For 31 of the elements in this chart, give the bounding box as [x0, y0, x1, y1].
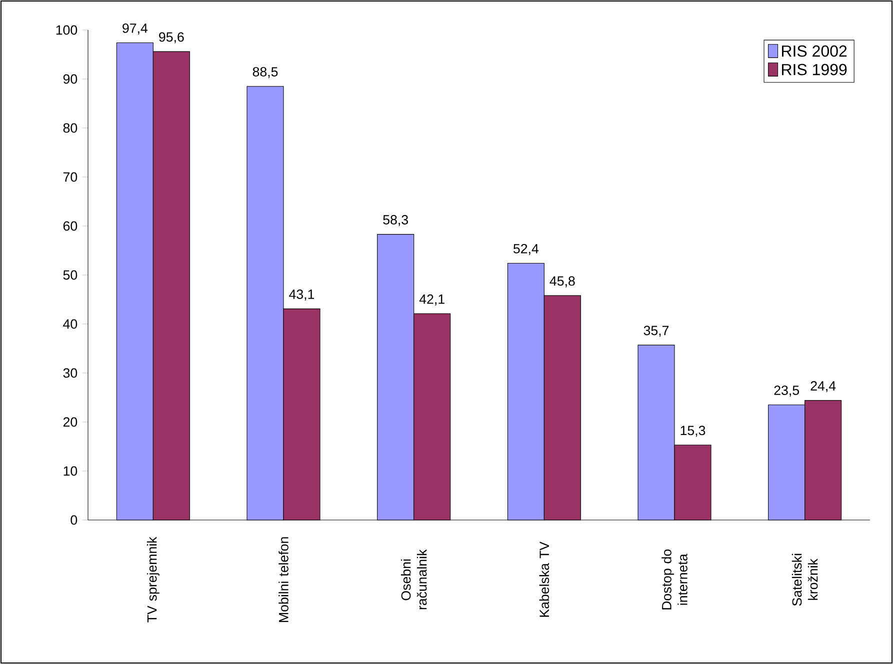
- x-tick-label: Kabelska TV: [539, 542, 550, 617]
- data-label: 45,8: [550, 276, 575, 288]
- x-tick-label: Dostop do interneta: [662, 550, 688, 610]
- data-label: 52,4: [513, 244, 539, 255]
- legend-label: RIS 1999: [782, 64, 847, 76]
- x-tick-label: TV sprejemnik: [146, 536, 160, 622]
- y-tick-label: 0: [70, 515, 78, 525]
- y-tick-label: 10: [64, 466, 78, 476]
- y-tick-label: 30: [63, 368, 78, 378]
- data-label: 88,5: [252, 67, 278, 78]
- data-label: 97,4: [122, 23, 148, 34]
- y-tick-label: 20: [63, 417, 78, 427]
- data-label: 43,1: [289, 290, 314, 301]
- data-label: 35,7: [644, 326, 669, 337]
- data-label: 23,5: [774, 386, 799, 397]
- data-label: 95,6: [159, 32, 184, 44]
- x-tick-label: Satelitski krožnik: [792, 554, 818, 606]
- y-tick-label: 60: [63, 221, 78, 231]
- y-tick-label: 70: [63, 172, 78, 182]
- data-label: 24,4: [810, 381, 836, 392]
- x-tick-label: Osebni računalnik: [400, 549, 427, 610]
- legend-label: RIS 2002: [782, 45, 847, 57]
- y-tick-label: 100: [56, 25, 78, 35]
- data-label: 42,1: [419, 294, 444, 306]
- y-tick-label: 50: [63, 270, 78, 280]
- y-tick-label: 90: [63, 74, 78, 84]
- y-tick-label: 40: [63, 319, 78, 329]
- y-tick-label: 80: [63, 123, 78, 133]
- data-label: 15,3: [680, 426, 706, 437]
- x-tick-label: Mobilni telefon: [278, 537, 288, 622]
- data-label: 58,3: [383, 215, 408, 226]
